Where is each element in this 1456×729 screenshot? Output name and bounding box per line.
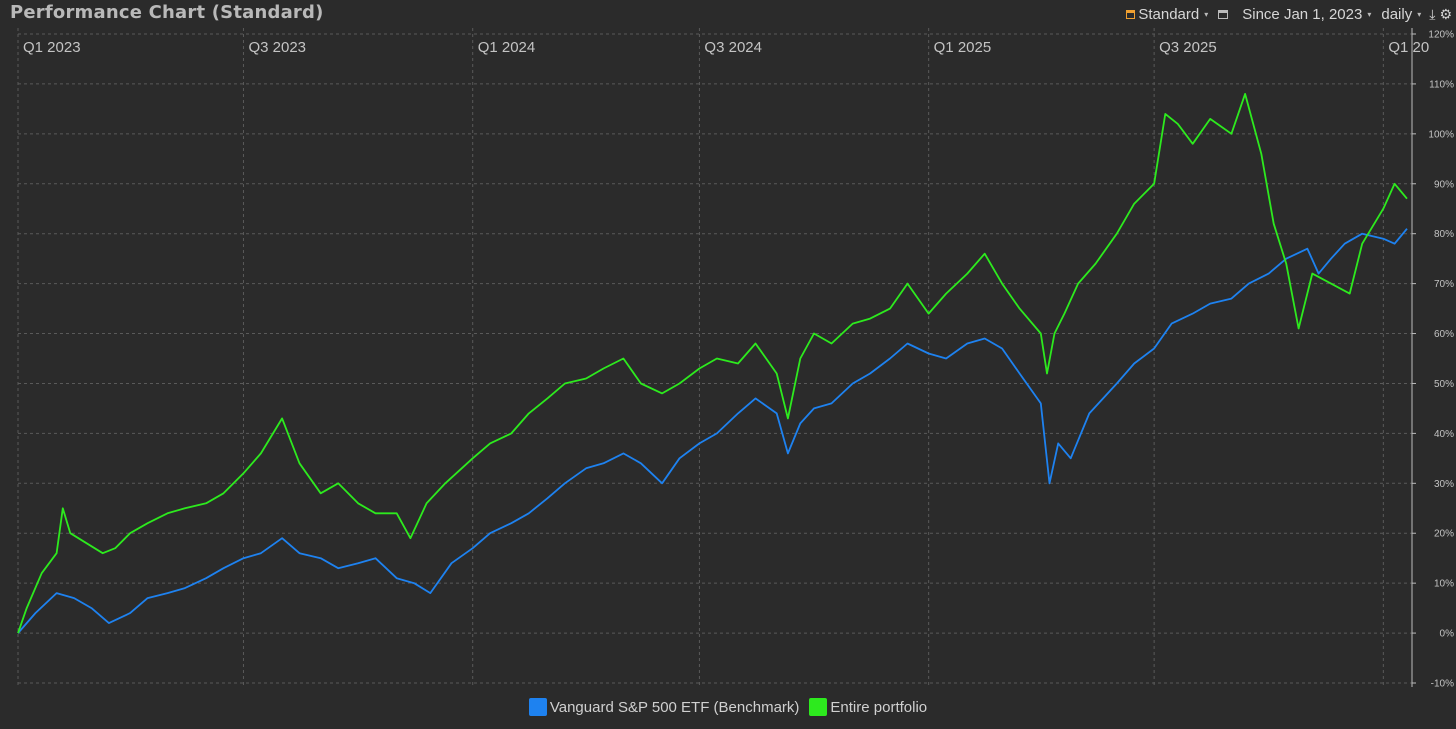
x-tick-label: Q3 2025 [1159,39,1217,56]
y-tick-label: 30% [1434,479,1454,490]
legend-item-benchmark[interactable]: Vanguard S&P 500 ETF (Benchmark) [528,698,800,716]
chevron-down-icon: ▾ [1417,9,1422,19]
page-title: Performance Chart (Standard) [10,2,324,23]
export-icon[interactable]: ⤓ [1429,5,1436,22]
period-dropdown[interactable]: Since Jan 1, 2023 ▾ [1242,6,1371,23]
y-tick-label: 20% [1434,529,1454,540]
y-tick-label: 60% [1434,329,1454,340]
legend-swatch [528,698,547,716]
y-tick-label: 40% [1434,429,1454,440]
x-tick-label: Q1 2024 [478,39,536,56]
y-tick-label: 110% [1429,79,1454,90]
series-lines [17,93,1408,634]
legend-item-portfolio[interactable]: Entire portfolio [809,698,927,716]
performance-chart: Q1 2023 Q3 2023 Q1 2024 Q3 2024 Q1 2025 Q3 20… [17,28,1455,690]
x-axis: Q1 2023 Q3 2023 Q1 2024 Q3 2024 Q1 2025 Q3 20… [23,39,1429,56]
chart-type-label: Standard [1138,5,1200,23]
chart-header: Performance Chart (Standard) Standard ▾ … [0,0,1456,28]
series-line-portfolio [17,93,1408,634]
grid [17,28,1412,687]
y-axis: -10% 0% 10% 20% 30% 40% 50% 60% 70% 80% 90% 100% 110… [1411,28,1455,690]
legend-swatch [809,698,828,716]
chart-type-dropdown[interactable]: Standard ▾ [1126,6,1208,23]
chevron-down-icon: ▾ [1367,9,1372,19]
y-tick-label: 70% [1434,279,1454,290]
interval-dropdown[interactable]: daily ▾ [1381,6,1421,23]
y-tick-label: 100% [1428,129,1454,140]
legend-label: Entire portfolio [830,698,928,716]
y-tick-label: 50% [1434,379,1454,390]
x-tick-label: Q1 2025 [934,39,992,56]
interval-label: daily [1381,5,1413,23]
chart-toolbar: Standard ▾ Since Jan 1, 2023 ▾ daily ▾ ⤓… [1126,4,1452,24]
x-tick-label: Q3 2024 [704,39,762,56]
series-line-benchmark [17,228,1408,634]
x-tick-label: Q3 2023 [248,39,306,56]
chart-type-icon [1126,9,1136,19]
y-tick-label: 120% [1428,30,1454,41]
y-tick-label: 10% [1434,579,1454,590]
y-tick-label: -10% [1431,679,1454,690]
window-icon[interactable] [1218,9,1229,19]
chart-legend: Vanguard S&P 500 ETF (Benchmark) Entire … [0,696,1456,718]
y-tick-label: 80% [1434,229,1454,240]
chevron-down-icon: ▾ [1204,9,1209,19]
y-tick-label: 0% [1440,629,1455,640]
period-label: Since Jan 1, 2023 [1242,5,1363,23]
legend-label: Vanguard S&P 500 ETF (Benchmark) [549,698,800,716]
gear-icon[interactable]: ⚙ [1439,5,1452,22]
x-tick-label: Q1 2023 [23,39,81,56]
y-tick-label: 90% [1434,179,1454,190]
x-tick-label: Q1 20 [1388,39,1429,56]
